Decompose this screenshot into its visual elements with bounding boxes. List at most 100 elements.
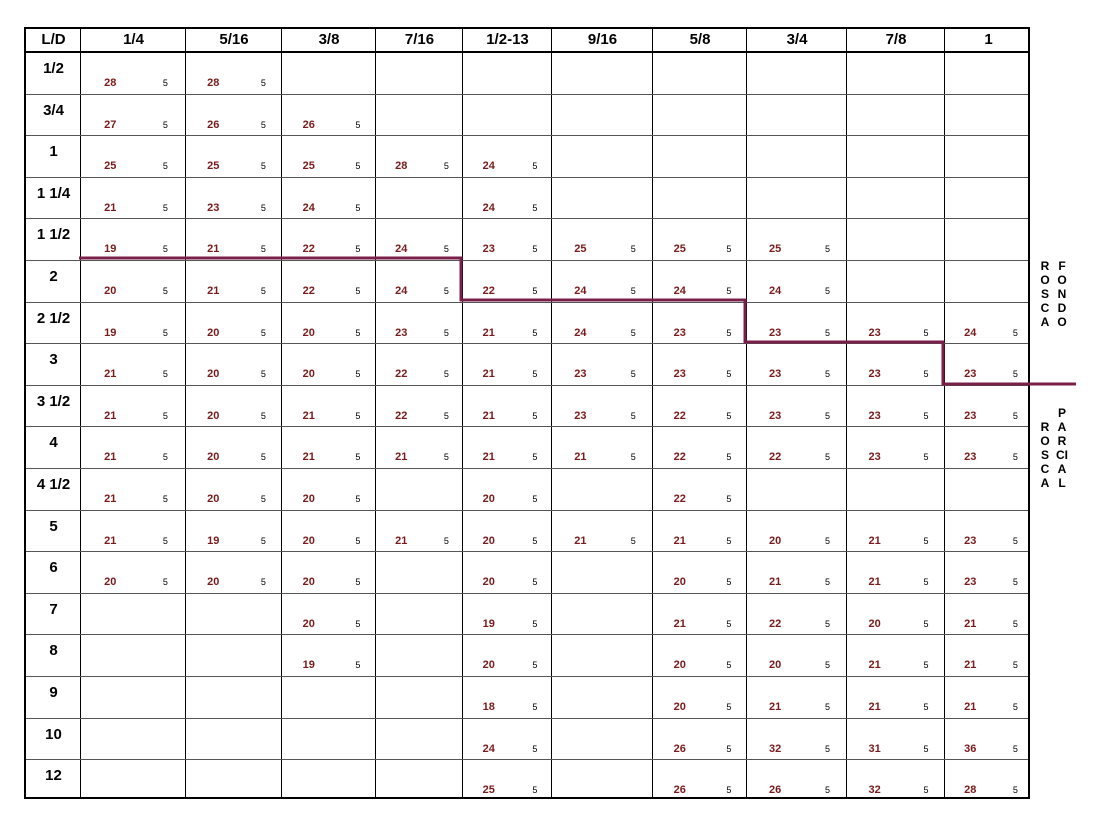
- cell-count: 5: [532, 327, 538, 338]
- cell-count: 5: [726, 369, 732, 380]
- cell-value: 20: [302, 617, 315, 630]
- cell-count: 5: [443, 410, 449, 421]
- cell-value: 23: [673, 326, 686, 339]
- cell-count: 5: [923, 660, 929, 671]
- column-header: 3/4: [786, 31, 808, 48]
- cell-count: 5: [825, 577, 831, 588]
- cell-value: 26: [769, 784, 782, 797]
- cell-count: 5: [923, 452, 929, 463]
- row-label: 1 1/4: [36, 184, 71, 202]
- cell-value: 22: [395, 409, 408, 422]
- cell-value: 20: [482, 534, 495, 547]
- row-label: 5: [49, 517, 58, 535]
- cell-value: 21: [395, 451, 408, 464]
- row-label: 4: [49, 434, 58, 452]
- cell-count: 5: [825, 535, 831, 546]
- cell-count: 5: [260, 78, 266, 88]
- cell-count: 5: [443, 244, 449, 255]
- cell-count: 5: [260, 286, 266, 296]
- row-label: 7: [49, 600, 58, 618]
- cell-value: 24: [302, 201, 315, 214]
- row-divider: [26, 717, 1028, 719]
- cell-count: 5: [532, 452, 538, 463]
- column-divider: [652, 29, 653, 797]
- cell-value: 21: [207, 243, 220, 256]
- cell-count: 5: [532, 660, 538, 671]
- row-divider: [26, 759, 1028, 761]
- column-divider: [375, 29, 376, 797]
- cell-value: 21: [868, 701, 881, 713]
- cell-value: 21: [868, 576, 881, 589]
- cell-count: 5: [825, 702, 831, 712]
- cell-value: 20: [673, 576, 686, 589]
- cell-value: 21: [769, 701, 782, 713]
- cell-count: 5: [532, 286, 538, 296]
- cell-count: 5: [260, 327, 266, 338]
- header-divider: [26, 51, 1028, 53]
- cell-value: 20: [302, 368, 315, 381]
- cell-count: 5: [260, 244, 266, 255]
- row-label: 6: [49, 559, 58, 577]
- row-divider: [26, 551, 1028, 553]
- side-label: PARCIAL: [1056, 406, 1068, 490]
- cell-value: 32: [868, 784, 881, 797]
- cell-value: 24: [482, 160, 495, 173]
- cell-value: 25: [104, 160, 117, 173]
- cell-count: 5: [1012, 785, 1018, 796]
- row-label: 1 1/2: [36, 226, 71, 244]
- cell-count: 5: [825, 369, 831, 380]
- cell-value: 21: [673, 534, 686, 547]
- cell-value: 21: [868, 534, 881, 547]
- cell-count: 5: [162, 119, 168, 130]
- cell-value: 20: [104, 285, 117, 297]
- cell-count: 5: [443, 535, 449, 546]
- cell-value: 22: [769, 617, 782, 630]
- cell-value: 24: [574, 326, 587, 339]
- column-header: 9/16: [587, 31, 618, 48]
- cell-value: 23: [868, 368, 881, 381]
- cell-value: 26: [207, 118, 220, 131]
- cell-value: 20: [868, 617, 881, 630]
- cell-count: 5: [825, 743, 831, 754]
- cell-value: 21: [964, 659, 977, 672]
- cell-count: 5: [355, 618, 361, 629]
- cell-value: 22: [769, 451, 782, 464]
- cell-count: 5: [630, 452, 636, 463]
- row-divider: [26, 676, 1028, 677]
- cell-value: 21: [104, 493, 117, 505]
- cell-value: 25: [574, 243, 587, 256]
- cell-value: 23: [482, 243, 495, 256]
- cell-value: 23: [769, 368, 782, 381]
- cell-count: 5: [443, 286, 449, 296]
- cell-value: 22: [302, 243, 315, 256]
- cell-count: 5: [923, 327, 929, 338]
- cell-count: 5: [1012, 369, 1018, 380]
- cell-count: 5: [825, 410, 831, 421]
- cell-value: 22: [395, 368, 408, 381]
- cell-count: 5: [532, 494, 538, 504]
- cell-value: 26: [673, 784, 686, 797]
- column-header: 5/16: [219, 31, 249, 48]
- row-divider: [26, 260, 1028, 261]
- cell-count: 5: [260, 202, 266, 213]
- cell-value: 20: [769, 534, 782, 547]
- cell-count: 5: [726, 785, 732, 796]
- row-divider: [26, 343, 1028, 345]
- cell-value: 24: [964, 326, 977, 339]
- cell-count: 5: [532, 244, 538, 255]
- column-divider: [185, 29, 186, 797]
- cell-value: 21: [964, 617, 977, 630]
- cell-value: 21: [104, 409, 117, 422]
- row-label: 12: [45, 767, 62, 785]
- cell-value: 32: [769, 742, 782, 755]
- cell-count: 5: [260, 452, 266, 463]
- cell-count: 5: [532, 743, 538, 754]
- cell-value: 25: [769, 243, 782, 256]
- cell-value: 28: [104, 77, 117, 89]
- cell-value: 24: [482, 201, 495, 214]
- cell-value: 25: [482, 784, 495, 797]
- cell-count: 5: [726, 743, 732, 754]
- column-divider: [746, 29, 747, 797]
- cell-value: 19: [207, 534, 220, 547]
- cell-value: 20: [207, 326, 220, 339]
